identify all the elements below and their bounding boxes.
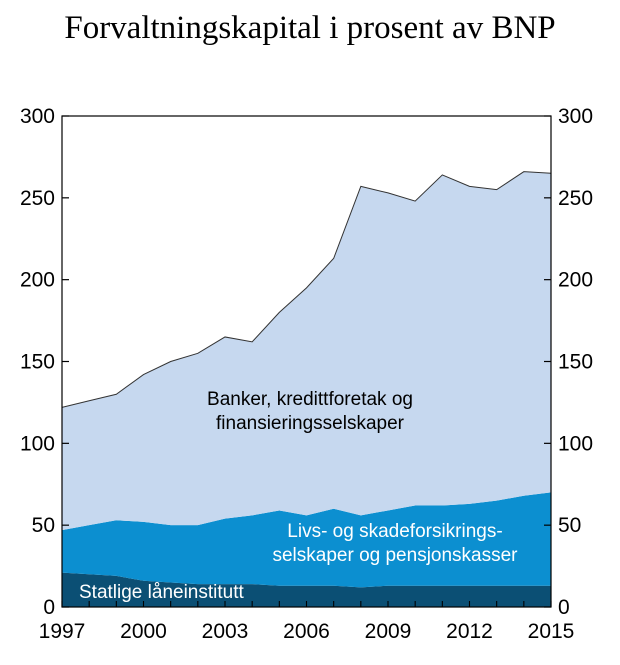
right-axis: 0 50 100 150 200 250 300 <box>544 105 593 619</box>
y-tick-label-right: 300 <box>558 105 593 128</box>
series-labels: Statlige låneinstitutt Livs- og skadefors… <box>79 389 518 603</box>
y-tick-label-right: 250 <box>558 187 593 210</box>
y-tick-label-right: 50 <box>558 514 581 537</box>
area-outlines <box>61 171 552 408</box>
area-layers <box>62 171 551 607</box>
series-label-line: Banker, kredittforetak og <box>207 389 413 410</box>
y-tick-label-left: 300 <box>20 105 55 128</box>
y-tick-label-right: 200 <box>558 269 593 292</box>
left-axis: 0 50 100 150 200 250 300 <box>20 105 69 619</box>
series-label-2: Banker, kredittforetak og finansieringsse… <box>207 389 413 434</box>
y-tick-label-left: 0 <box>43 596 55 619</box>
y-tick-label-right: 100 <box>558 432 593 455</box>
series-label-line: Statlige låneinstitutt <box>79 582 244 603</box>
chart-title: Forvaltningskapital i prosent av BNP <box>64 10 556 46</box>
x-axis: 1997 2000 2003 2006 2009 2012 2015 <box>39 601 575 643</box>
total-outline <box>61 171 552 408</box>
y-tick-label-left: 150 <box>20 351 55 374</box>
area-series-1 <box>62 492 551 588</box>
x-tick-label: 2015 <box>528 620 575 643</box>
series-label-1: Livs- og skadeforsikrings-selskaper og p… <box>272 521 518 566</box>
y-tick-label-left: 200 <box>20 269 55 292</box>
series-label-line: selskaper og pensjonskasser <box>272 545 518 566</box>
y-tick-label-right: 0 <box>558 596 570 619</box>
y-tick-label-left: 100 <box>20 432 55 455</box>
x-tick-label: 2003 <box>202 620 249 643</box>
y-tick-label-left: 250 <box>20 187 55 210</box>
x-tick-label: 2006 <box>283 620 330 643</box>
x-tick-label: 2000 <box>120 620 167 643</box>
series-label-0: Statlige låneinstitutt <box>79 582 244 603</box>
x-tick-label: 2012 <box>446 620 493 643</box>
y-tick-label-right: 150 <box>558 351 593 374</box>
series-label-line: finansieringsselskaper <box>216 413 405 434</box>
y-tick-label-left: 50 <box>32 514 55 537</box>
x-tick-label: 2009 <box>365 620 412 643</box>
area-series-2 <box>62 171 551 531</box>
series-label-line: Livs- og skadeforsikrings- <box>287 521 502 542</box>
x-tick-label: 1997 <box>39 620 86 643</box>
area-series-0 <box>62 572 551 607</box>
